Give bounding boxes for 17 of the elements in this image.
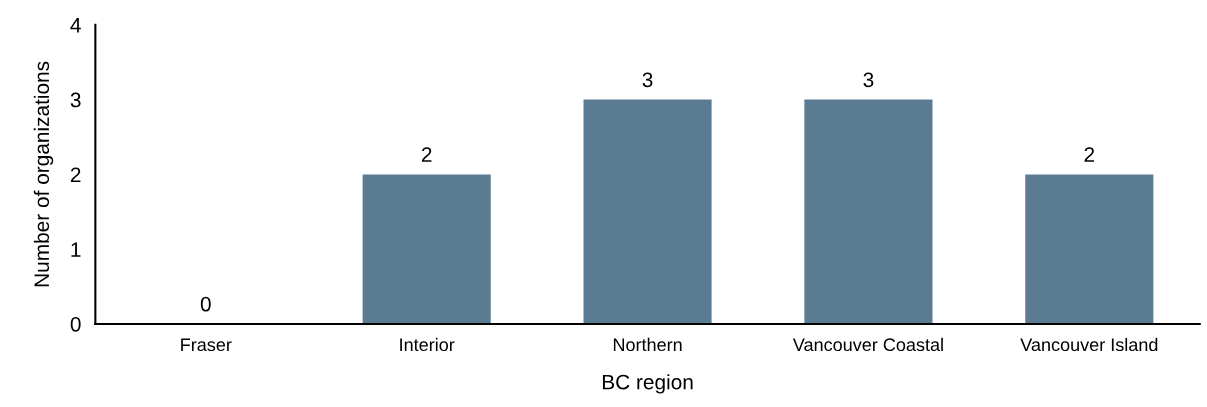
x-tick-label: Vancouver Coastal (792, 337, 943, 352)
data-label: 2 (421, 147, 432, 162)
y-tick-label: 1 (71, 242, 81, 257)
data-label: 3 (863, 72, 874, 88)
data-label: 3 (642, 72, 653, 88)
data-label: 0 (200, 296, 211, 312)
y-tick-label: 0 (70, 316, 81, 332)
x-tick-label: Fraser (181, 338, 232, 352)
y-tick-label: 4 (70, 18, 81, 33)
y-tick-label: 3 (70, 92, 81, 108)
y-tick-label: 2 (70, 167, 81, 182)
x-tick-label: Vancouver Island (1020, 337, 1158, 352)
x-tick-label: Interior (400, 337, 455, 352)
x-tick-label: Northern (613, 337, 682, 352)
y-axis-title: Number of organizations (33, 61, 54, 287)
x-axis-title: BC region (602, 374, 693, 394)
data-label: 2 (1084, 147, 1095, 162)
